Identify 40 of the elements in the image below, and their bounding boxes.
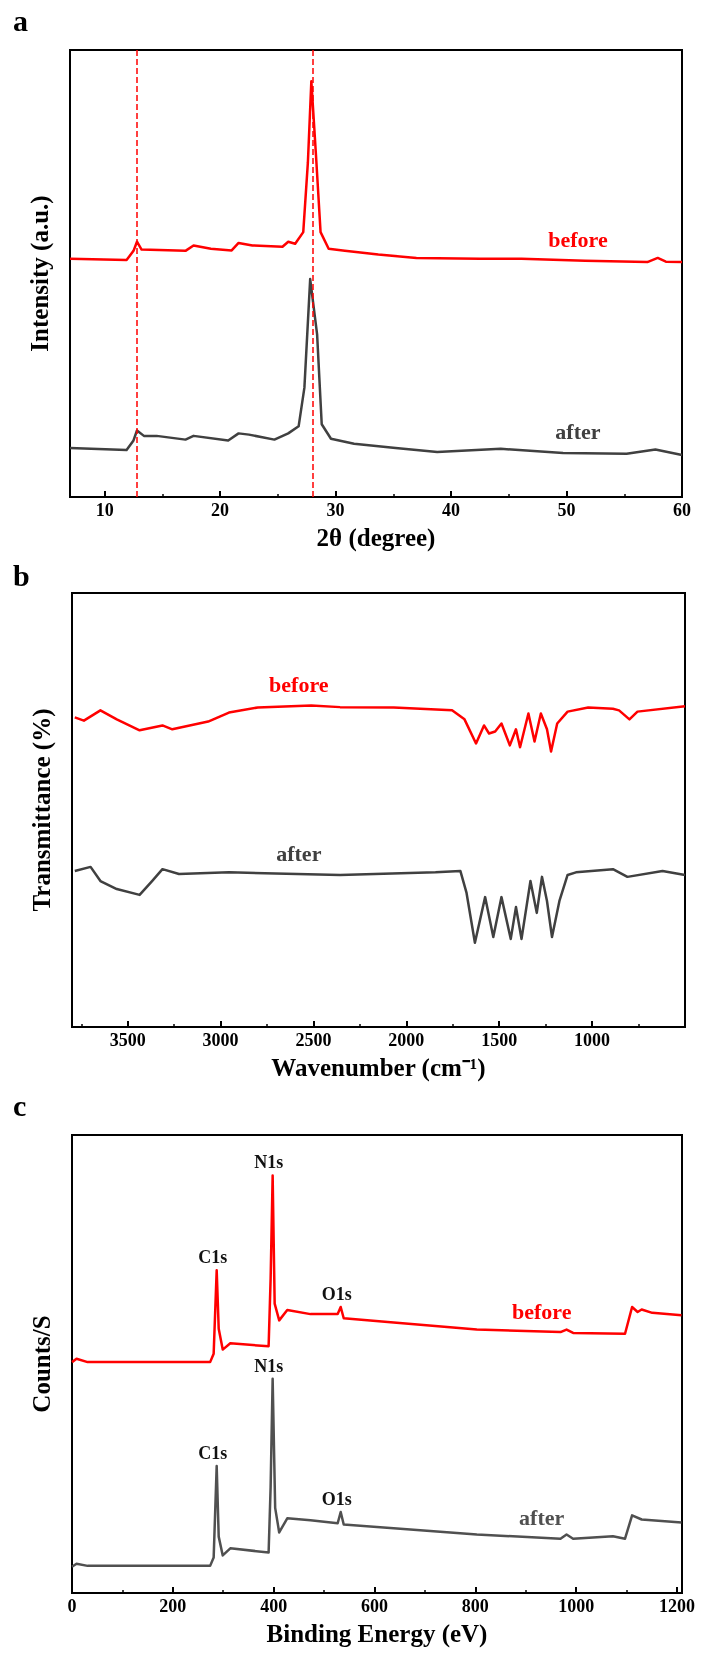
series-label: after — [276, 841, 322, 867]
x-tick-label: 3500 — [109, 1030, 146, 1050]
x-axis-title: 2θ (degree) — [316, 524, 436, 552]
x-tick-label: 1000 — [574, 1030, 611, 1050]
series-label: before — [269, 672, 329, 698]
y-axis-title: Transmittance (%) — [28, 708, 56, 912]
x-tick-label: 1000 — [558, 1596, 595, 1616]
y-axis-title: Intensity (a.u.) — [26, 195, 54, 352]
x-tick-label: 10 — [95, 500, 114, 520]
x-axis-title: Binding Energy (eV) — [266, 1620, 488, 1648]
x-tick-label: 2500 — [295, 1030, 332, 1050]
x-axis-title: Wavenumber (cm⁻¹) — [271, 1054, 486, 1082]
series-label: after — [555, 419, 601, 445]
annotation: O1s — [321, 1489, 352, 1509]
annotation: N1s — [254, 1152, 284, 1173]
x-tick-label: 40 — [442, 500, 461, 520]
x-tick-label: 1200 — [658, 1596, 695, 1616]
x-tick-label: 200 — [159, 1596, 187, 1616]
annotation: N1s — [254, 1355, 284, 1376]
chart-title: c — [13, 1088, 27, 1122]
x-tick-label: 20 — [211, 500, 230, 520]
series-label: before — [548, 227, 608, 253]
x-tick-label: 60 — [673, 500, 691, 520]
annotation: O1s — [321, 1284, 352, 1305]
x-tick-label: 30 — [326, 500, 345, 520]
y-axis-title: Counts/S — [28, 1315, 55, 1413]
x-tick-label: 400 — [260, 1596, 288, 1616]
series-label: before — [511, 1298, 572, 1324]
x-tick-label: 800 — [461, 1596, 489, 1616]
x-tick-label: 50 — [557, 500, 576, 520]
x-tick-label: 0 — [67, 1596, 77, 1616]
x-tick-label: 600 — [360, 1596, 388, 1616]
chart-title: a — [13, 3, 28, 37]
chart-title: b — [13, 558, 30, 592]
x-tick-label: 3000 — [202, 1030, 239, 1050]
annotation: C1s — [198, 1247, 228, 1268]
series-label: after — [519, 1505, 565, 1531]
x-tick-label: 2000 — [388, 1030, 425, 1050]
x-tick-label: 1500 — [481, 1030, 518, 1050]
annotation: C1s — [198, 1443, 228, 1464]
